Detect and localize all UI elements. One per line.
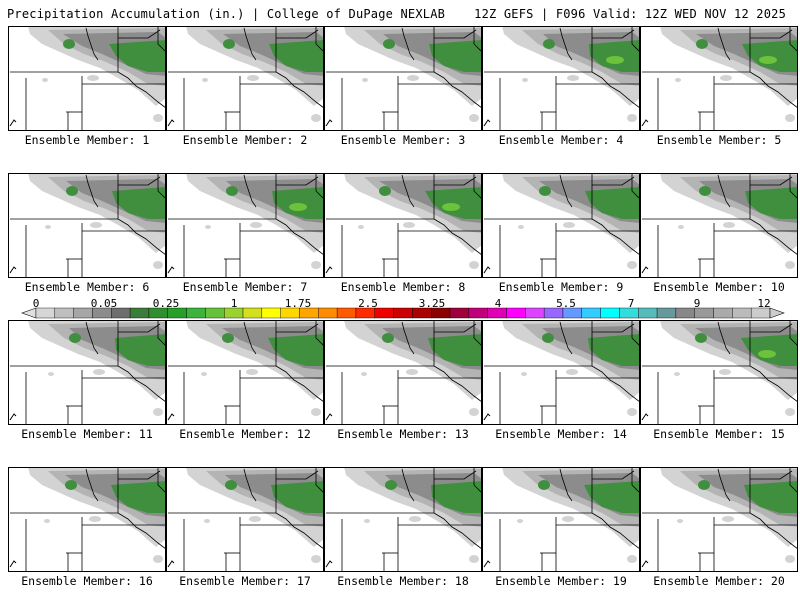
- panel-caption: Ensemble Member: 19: [495, 574, 627, 588]
- colorbar-swatch: [638, 307, 658, 319]
- panel-caption: Ensemble Member: 3: [340, 133, 466, 147]
- colorbar-tick-label: 0.05: [90, 297, 118, 310]
- ensemble-panel: Ensemble Member: 13: [324, 320, 482, 451]
- ensemble-panel: Ensemble Member: 8: [324, 173, 482, 304]
- colorbar-swatch: [393, 307, 413, 319]
- panel-caption: Ensemble Member: 17: [179, 574, 311, 588]
- ensemble-panel: Ensemble Member: 14: [482, 320, 640, 451]
- ensemble-panel: Ensemble Member: 2: [166, 26, 324, 157]
- panel-caption: Ensemble Member: 14: [495, 427, 627, 441]
- ensemble-panel: Ensemble Member: 12: [166, 320, 324, 451]
- colorbar-tick-label: 9: [693, 297, 701, 310]
- precip-map: [8, 320, 166, 425]
- panel-caption: Ensemble Member: 5: [656, 133, 782, 147]
- colorbar-tick-label: 12: [757, 297, 771, 310]
- colorbar-tick-label: 0: [32, 297, 40, 310]
- panel-caption: Ensemble Member: 20: [653, 574, 785, 588]
- colorbar-tick-label: 4: [494, 297, 502, 310]
- colorbar-tick-label: 0.25: [152, 297, 180, 310]
- panel-caption: Ensemble Member: 7: [182, 280, 308, 294]
- colorbar-swatch: [525, 307, 545, 319]
- colorbar-swatch: [732, 307, 752, 319]
- ensemble-panel: Ensemble Member: 16: [8, 467, 166, 598]
- panel-caption: Ensemble Member: 15: [653, 427, 785, 441]
- header: Precipitation Accumulation (in.) | Colle…: [0, 0, 800, 24]
- colorbar-swatch: [261, 307, 281, 319]
- ensemble-panel: Ensemble Member: 1: [8, 26, 166, 157]
- precip-map: [8, 26, 166, 131]
- ensemble-panel: Ensemble Member: 10: [640, 173, 798, 304]
- colorbar-tick-label: 1.75: [284, 297, 312, 310]
- colorbar-tick-label: 2.5: [358, 297, 378, 310]
- panel-caption: Ensemble Member: 4: [498, 133, 624, 147]
- ensemble-panel: Ensemble Member: 18: [324, 467, 482, 598]
- page-title: Precipitation Accumulation (in.) | Colle…: [7, 7, 446, 21]
- panel-caption: Ensemble Member: 16: [21, 574, 153, 588]
- precip-map: [640, 320, 798, 425]
- colorbar-swatch: [73, 307, 93, 319]
- colorbar-tick-label: 7: [627, 297, 635, 310]
- panel-caption: Ensemble Member: 13: [337, 427, 469, 441]
- precip-map: [166, 26, 324, 131]
- panel-caption: Ensemble Member: 10: [653, 280, 785, 294]
- panel-caption: Ensemble Member: 8: [340, 280, 466, 294]
- colorbar-tick-label: 3.25: [418, 297, 446, 310]
- precip-map: [482, 26, 640, 131]
- ensemble-panel: Ensemble Member: 3: [324, 26, 482, 157]
- colorbar-swatch: [449, 307, 470, 319]
- precip-map: [8, 173, 166, 278]
- precip-map: [324, 320, 482, 425]
- ensemble-panel: Ensemble Member: 9: [482, 173, 640, 304]
- ensemble-panel: Ensemble Member: 11: [8, 320, 166, 451]
- precip-map: [166, 173, 324, 278]
- colorbar-swatch: [581, 307, 601, 319]
- colorbar-swatch: [54, 307, 74, 319]
- precip-map: [640, 467, 798, 572]
- precip-map: [324, 26, 482, 131]
- panel-caption: Ensemble Member: 9: [498, 280, 624, 294]
- colorbar-tick-label: 1: [230, 297, 238, 310]
- ensemble-panel: Ensemble Member: 4: [482, 26, 640, 157]
- run-info: 12Z GEFS | F096 Valid: 12Z WED NOV 12 20…: [474, 7, 786, 21]
- panel-caption: Ensemble Member: 1: [24, 133, 150, 147]
- colorbar-swatch: [506, 307, 526, 319]
- panel-caption: Ensemble Member: 2: [182, 133, 308, 147]
- panel-caption: Ensemble Member: 18: [337, 574, 469, 588]
- colorbar-swatch: [205, 307, 225, 319]
- ensemble-panel: Ensemble Member: 19: [482, 467, 640, 598]
- precip-map: [324, 173, 482, 278]
- colorbar-swatch: [713, 307, 733, 319]
- colorbar-scale: [21, 307, 785, 319]
- precip-map: [482, 467, 640, 572]
- colorbar-max-arrow: [769, 307, 785, 319]
- precip-map: [482, 320, 640, 425]
- colorbar-swatch: [656, 307, 677, 319]
- colorbar-swatch: [242, 307, 263, 319]
- colorbar: 0 0.05 0.25 1 1.75 2.5 3.25 4 5.5 7 9 12: [0, 297, 800, 319]
- precip-map: [8, 467, 166, 572]
- precip-map: [166, 320, 324, 425]
- precip-map: [640, 173, 798, 278]
- colorbar-swatch: [186, 307, 206, 319]
- precip-map: [166, 467, 324, 572]
- precip-map: [324, 467, 482, 572]
- precip-map: [640, 26, 798, 131]
- colorbar-swatch: [336, 307, 357, 319]
- precip-map: [482, 173, 640, 278]
- panel-caption: Ensemble Member: 11: [21, 427, 153, 441]
- colorbar-tick-label: 5.5: [556, 297, 576, 310]
- ensemble-panel: Ensemble Member: 17: [166, 467, 324, 598]
- ensemble-panel: Ensemble Member: 20: [640, 467, 798, 598]
- panel-caption: Ensemble Member: 6: [24, 280, 150, 294]
- colorbar-swatch: [468, 307, 488, 319]
- ensemble-panel: Ensemble Member: 5: [640, 26, 798, 157]
- colorbar-swatch: [675, 307, 695, 319]
- ensemble-panel: Ensemble Member: 15: [640, 320, 798, 451]
- colorbar-swatch: [318, 307, 338, 319]
- panel-caption: Ensemble Member: 12: [179, 427, 311, 441]
- colorbar-swatch: [129, 307, 150, 319]
- ensemble-panel: Ensemble Member: 6: [8, 173, 166, 304]
- ensemble-panel: Ensemble Member: 7: [166, 173, 324, 304]
- colorbar-swatch: [600, 307, 620, 319]
